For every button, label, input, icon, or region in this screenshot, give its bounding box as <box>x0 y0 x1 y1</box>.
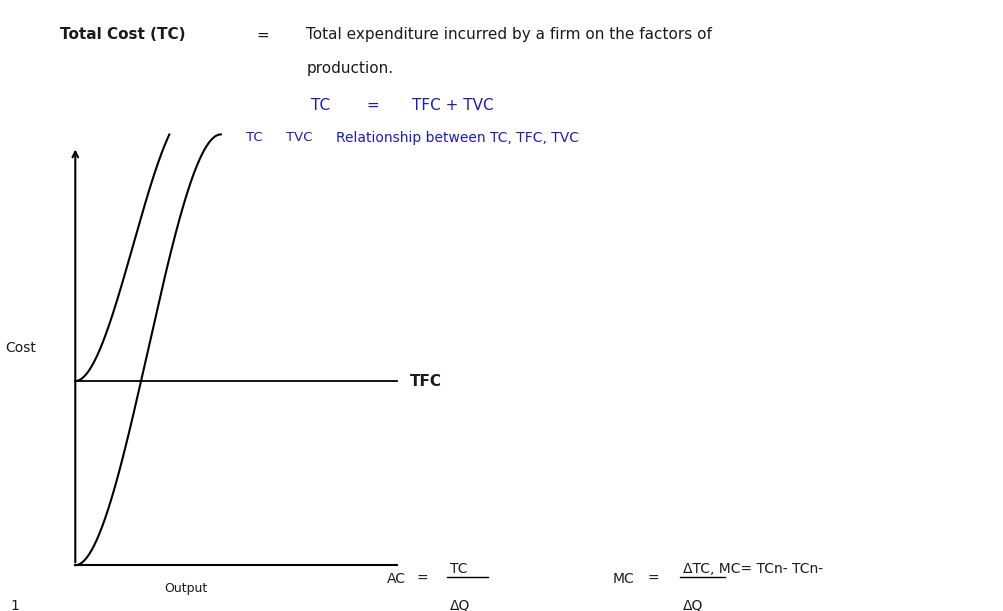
Text: =: = <box>256 27 269 43</box>
Text: TFC + TVC: TFC + TVC <box>411 98 492 113</box>
Text: ΔQ: ΔQ <box>682 599 702 611</box>
Text: MC: MC <box>612 573 634 586</box>
Text: Relationship between TC, TFC, TVC: Relationship between TC, TFC, TVC <box>336 131 579 145</box>
Text: Cost: Cost <box>5 342 36 355</box>
Text: Total Cost (TC): Total Cost (TC) <box>60 27 186 43</box>
Text: TC: TC <box>246 131 263 144</box>
Text: AC: AC <box>386 573 405 586</box>
Text: Total expenditure incurred by a firm on the factors of: Total expenditure incurred by a firm on … <box>306 27 711 43</box>
Text: ΔTC, MC= TCn- TCn-: ΔTC, MC= TCn- TCn- <box>682 562 822 576</box>
Text: =: = <box>647 573 659 586</box>
Text: ΔQ: ΔQ <box>449 599 469 611</box>
Text: =: = <box>416 573 428 586</box>
Text: TVC: TVC <box>286 131 312 144</box>
Text: =: = <box>366 98 379 113</box>
Text: TFC: TFC <box>409 373 441 389</box>
Text: production.: production. <box>306 61 393 76</box>
Text: Output: Output <box>163 582 208 595</box>
Text: TC: TC <box>449 562 466 576</box>
Text: TC: TC <box>311 98 330 113</box>
Text: 1: 1 <box>10 599 19 611</box>
